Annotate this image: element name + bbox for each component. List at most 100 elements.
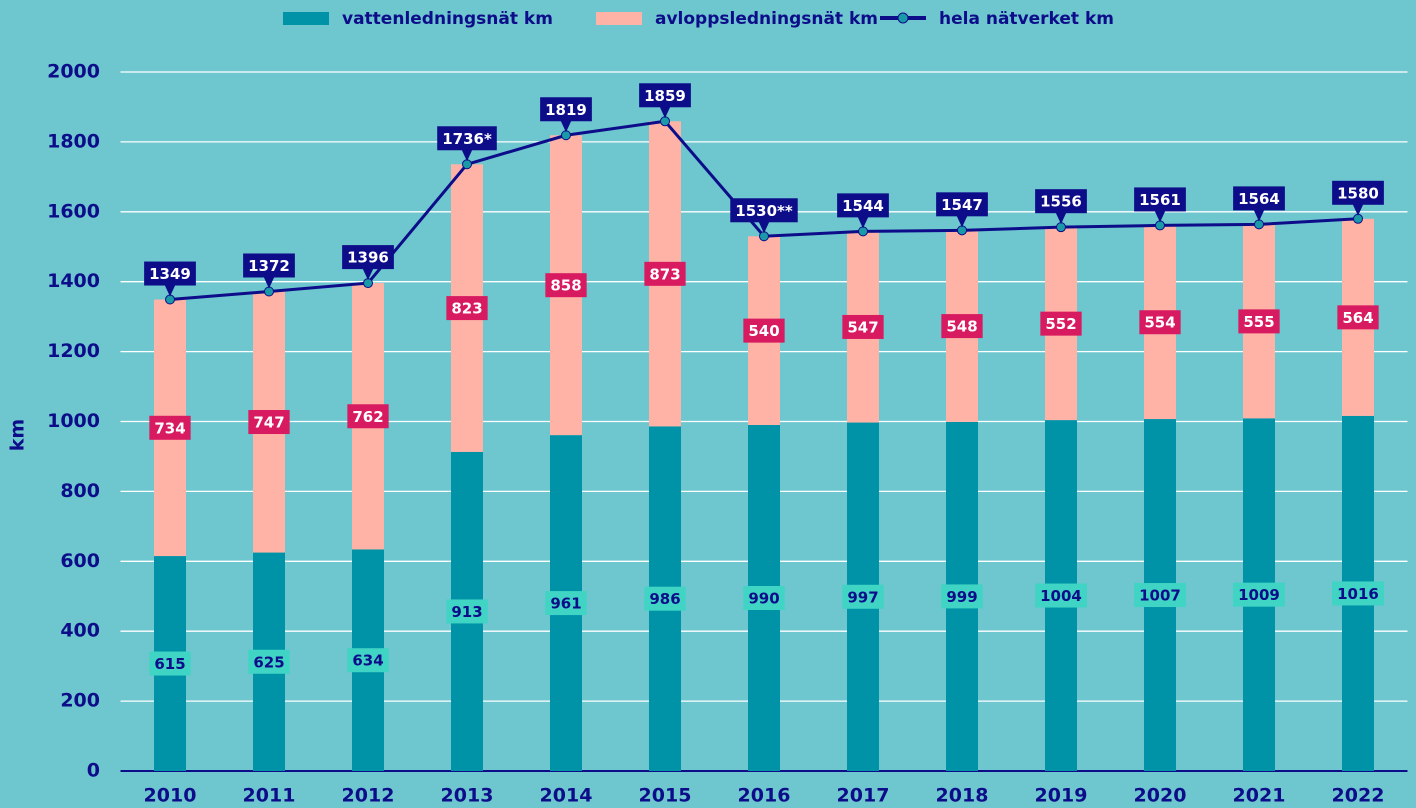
x-tick-label: 2016: [738, 785, 791, 807]
bar-label: 634: [347, 648, 389, 673]
bar-label-text: 961: [550, 595, 581, 613]
line-label: 1396: [342, 245, 394, 270]
x-tick-label: 2013: [441, 785, 494, 807]
callout-pointer: [956, 214, 968, 228]
x-tick-label: 2020: [1134, 785, 1187, 807]
bar-label-box: [149, 651, 191, 676]
y-axis-label: km: [7, 419, 29, 451]
bar-label: 762: [347, 404, 389, 429]
x-tick-label: 2017: [837, 785, 890, 807]
line-label: 1372: [243, 253, 295, 278]
line-label-box: [1233, 186, 1285, 211]
callout-pointer: [560, 119, 572, 133]
legend-swatch: [283, 12, 329, 25]
line-label-box: [144, 261, 196, 286]
line-label-box: [243, 253, 295, 278]
bar-label: 1007: [1134, 583, 1186, 608]
callout-pointer: [1352, 202, 1364, 216]
line-label-text: 1396: [347, 249, 389, 267]
bar-label: 615: [149, 651, 191, 676]
callout-pointer: [362, 267, 374, 281]
bar-label-box: [1134, 583, 1186, 608]
bar-label: 734: [149, 415, 191, 440]
bar-label: 858: [545, 273, 587, 298]
y-tick-label: 200: [60, 690, 100, 712]
line-label-text: 1580: [1337, 184, 1379, 202]
line-label-box: [936, 192, 988, 217]
x-tick-label: 2022: [1332, 785, 1385, 807]
bar-label-box: [644, 261, 686, 286]
callout-pointer: [461, 148, 473, 162]
bar-label-box: [1040, 311, 1082, 336]
bar-label-box: [743, 318, 785, 343]
bar-label-text: 873: [649, 265, 680, 283]
x-tick-label: 2011: [243, 785, 296, 807]
line-label: 1580: [1332, 180, 1384, 205]
bar-label-text: 548: [946, 318, 977, 336]
bar-label-text: 1009: [1238, 586, 1280, 604]
bar-label-text: 615: [154, 655, 185, 673]
y-tick-label: 1000: [47, 410, 100, 432]
line-label: 1736*: [437, 126, 497, 151]
legend-label: vattenledningsnät km: [342, 9, 553, 29]
bar-label-box: [941, 584, 983, 609]
line-label: 1547: [936, 192, 988, 217]
y-tick-label: 1200: [47, 340, 100, 362]
bar-label: 997: [842, 584, 884, 609]
bar-label-text: 990: [748, 589, 779, 607]
bar-label-text: 999: [946, 588, 977, 606]
bar-label-box: [644, 586, 686, 611]
bar-label: 913: [446, 599, 488, 624]
line-label-box: [437, 126, 497, 151]
callout-pointer: [857, 215, 869, 229]
bar-label: 625: [248, 649, 290, 674]
bar-label-box: [1035, 583, 1087, 608]
bar-label-box: [545, 591, 587, 616]
x-tick-label: 2018: [936, 785, 989, 807]
bar-label-text: 625: [253, 653, 284, 671]
line-label-box: [1035, 189, 1087, 214]
bar-label-text: 547: [847, 318, 878, 336]
y-tick-label: 1600: [47, 200, 100, 222]
bar-label: 548: [941, 314, 983, 339]
callout-pointer: [1154, 209, 1166, 223]
y-tick-label: 2000: [47, 61, 100, 83]
line-label-box: [1134, 187, 1186, 212]
bar-label-text: 762: [352, 408, 383, 426]
bar-label-text: 734: [154, 419, 185, 437]
line-label: 1564: [1233, 186, 1285, 211]
callout-pointer: [659, 105, 671, 119]
y-tick-label: 1800: [47, 130, 100, 152]
bar-label-box: [743, 585, 785, 610]
callout-pointer: [263, 275, 275, 289]
bar-label: 554: [1139, 310, 1181, 335]
bar-label-text: 997: [847, 588, 878, 606]
bar-label: 552: [1040, 311, 1082, 336]
x-tick-label: 2015: [639, 785, 692, 807]
y-tick-label: 800: [60, 480, 100, 502]
bar-label-box: [941, 314, 983, 339]
bar-label: 999: [941, 584, 983, 609]
line-label-text: 1561: [1139, 191, 1181, 209]
line-label-text: 1564: [1238, 190, 1280, 208]
bar-label-box: [1238, 309, 1280, 334]
bar-label: 1016: [1332, 581, 1384, 606]
line-label-text: 1736*: [442, 130, 492, 148]
line-label: 1561: [1134, 187, 1186, 212]
line-label-text: 1544: [842, 197, 884, 215]
bar-label-text: 986: [649, 590, 680, 608]
bar-label: 990: [743, 585, 785, 610]
callout-pointer: [1055, 211, 1067, 225]
x-tick-label: 2014: [540, 785, 593, 807]
x-tick-label: 2019: [1035, 785, 1088, 807]
callout-pointer: [1253, 208, 1265, 222]
bar-label-text: 634: [352, 652, 383, 670]
line-label-box: [1332, 180, 1384, 205]
bar-label-text: 555: [1243, 313, 1274, 331]
line-label: 1544: [837, 193, 889, 218]
line-label-box: [342, 245, 394, 270]
bar-label-text: 564: [1342, 309, 1373, 327]
line-label-text: 1859: [644, 87, 686, 105]
line-label: 1530**: [730, 198, 798, 223]
